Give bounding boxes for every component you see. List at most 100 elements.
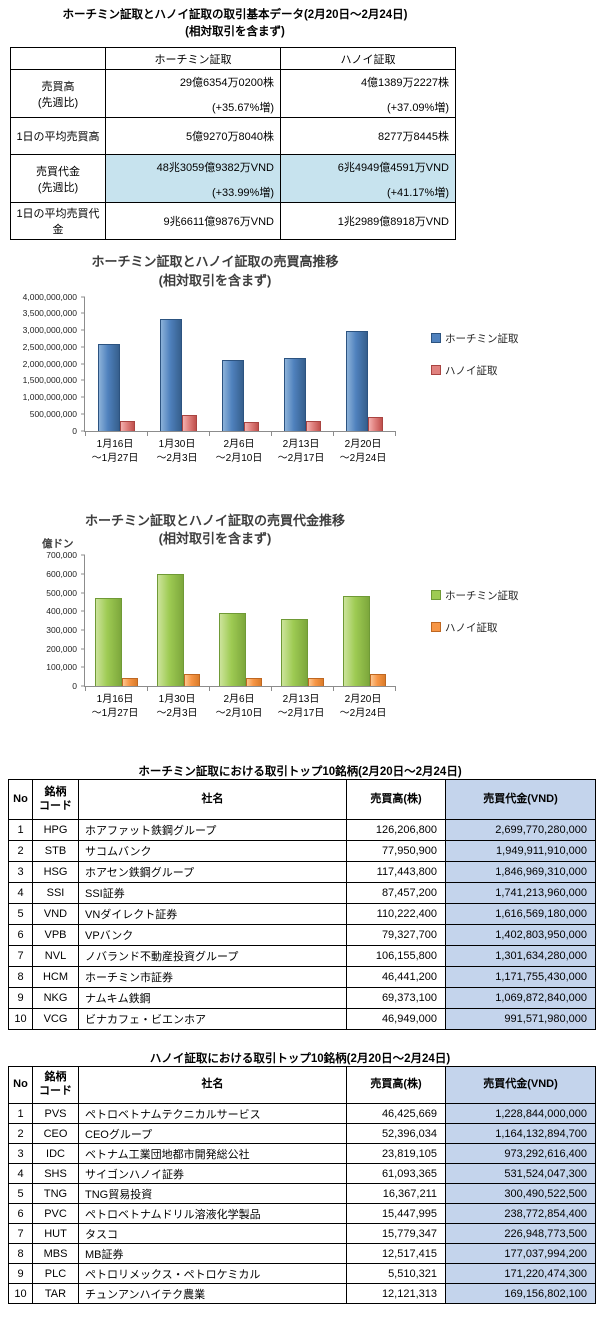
cell-no: 2 [8,1123,33,1145]
chart-subtitle: (相対取引を含まず) [158,530,272,546]
cell-volume: 12,121,313 [346,1283,446,1305]
bar-hcm [94,597,122,687]
plot-area: 0 100,000 200,000 300,000 400,000 500,000 600,… [46,550,396,692]
header-name: 社名 [78,1066,347,1105]
cell-no: 6 [8,1203,33,1225]
y-tick-mark [81,363,85,365]
cell-value: 1,402,803,950,000 [445,924,596,947]
header-code: 銘柄 コード [32,779,79,821]
y-tick-label: 400,000 [46,606,77,617]
cell-company-name: ホアセン鉄鋼グループ [78,861,347,884]
cell-volume: 15,779,347 [346,1223,446,1245]
cell-volume: 69,373,100 [346,987,446,1010]
legend-swatch-icon [431,622,441,633]
y-tick-label: 2,000,000,000 [22,358,77,369]
bar-hanoi [305,420,321,431]
cell-ticker-code: IDC [32,1143,79,1165]
y-tick-mark [81,685,85,687]
x-axis-labels: 1月16日 ～1月27日 1月30日 ～2月3日 2月6日 ～2月10日 2月13日 ～2月1… [84,438,394,466]
y-tick-label: 1,500,000,000 [22,375,77,386]
cell-ticker-code: STB [32,840,79,863]
header-volume: 売買高(株) [346,779,446,821]
cell-ticker-code: CEO [32,1123,79,1145]
cell-volume: 16,367,211 [346,1183,446,1205]
cell-volume: 61,093,365 [346,1163,446,1185]
table-row: 4 SSI SSI証券 87,457,200 1,741,213,960,000 [8,882,596,905]
summary-col-header-hanoi: ハノイ証取 [280,47,456,71]
summary-col-header-hcm: ホーチミン証取 [105,47,281,71]
y-tick-label: 3,500,000,000 [22,308,77,319]
legend-label: ホーチミン証取 [445,332,519,345]
hcm-avg-volume-cell: 5億9270万8040株 [105,117,281,156]
y-tick-mark [81,648,85,650]
y-tick-mark [81,573,85,575]
bar-hanoi [181,415,197,431]
bar-hanoi [367,416,383,431]
cell-company-name: ノバランド不動産投資グループ [78,945,347,968]
cell-company-name: ナムキム鉄鋼 [78,987,347,1010]
page-subtitle: (相対取引を含まず) [185,25,285,38]
legend-item: ハノイ証取 [431,363,519,378]
chart-title: ホーチミン証取とハノイ証取の売買代金推移 [84,512,345,528]
hanoi-avg-volume-cell: 8277万8445株 [280,117,456,156]
y-tick-mark [81,629,85,631]
cell-ticker-code: HPG [32,819,79,842]
cell-value: 1,741,213,960,000 [445,882,596,905]
hanoi-top10-table: No 銘柄 コード 社名 売買高(株) 売買代金(VND) 1 PVS ペトロベトナ… [8,1066,596,1305]
bar-hcm [156,574,184,687]
table-row: 3 IDC ベトナム工業団地都市開発総公社 23,819,105 973,292,616… [8,1143,596,1165]
cell-ticker-code: HUT [32,1223,79,1245]
y-tick-mark [81,396,85,398]
table-row: 9 PLC ペトロリメックス・ペトロケミカル 5,510,321 171,220,474… [8,1263,596,1285]
page-title: ホーチミン証取とハノイ証取の取引基本データ(2月20日～2月24日) [62,9,408,21]
cell-volume: 23,819,105 [346,1143,446,1165]
bar-hcm [283,357,306,431]
value-chart: ホーチミン証取とハノイ証取の売買代金推移 (相対取引を含まず) 億ドン 0 100… [0,512,600,721]
bar-hanoi [183,673,200,687]
x-category-label: 2月6日 ～2月10日 [215,438,263,464]
header-value: 売買代金(VND) [445,779,596,821]
bar-hanoi [119,420,135,431]
cell-company-name: ビナカフェ・ビエンホア [78,1008,347,1031]
x-tick-mark [209,686,210,692]
legend-label: ホーチミン証取 [445,589,519,602]
y-tick-mark [81,312,85,314]
x-tick-mark [333,686,334,692]
summary-header-row: ホーチミン証取 ハノイ証取 [10,47,456,71]
cell-ticker-code: PVS [32,1103,79,1125]
cell-ticker-code: NKG [32,987,79,1010]
report-title-block: ホーチミン証取とハノイ証取の取引基本データ(2月20日～2月24日) (相対取引… [0,0,470,40]
cell-no: 7 [8,945,33,968]
bar-group [209,297,271,431]
legend-swatch-icon [431,590,441,601]
y-tick-label: 500,000,000 [29,408,77,419]
y-tick-label: 200,000 [46,643,77,654]
cell-volume: 46,425,669 [346,1103,446,1125]
bar-hanoi [307,677,324,687]
bar-group [147,297,209,431]
table-row: 8 MBS MB証券 12,517,415 177,037,994,200 [8,1243,596,1265]
bar-group [85,297,147,431]
x-category-label: 1月16日 ～1月27日 [91,694,139,720]
table-row: 7 NVL ノバランド不動産投資グループ 106,155,800 1,301,634,2… [8,945,596,968]
hanoi-avg-value-cell: 1兆2989億8918万VND [280,202,456,241]
y-tick-label: 0 [72,681,77,692]
y-tick-label: 300,000 [46,624,77,635]
summary-table: ホーチミン証取 ハノイ証取 売買高 (先週比) 29億6354万0200株 (+… [10,47,456,241]
legend-swatch-icon [431,333,441,344]
cell-company-name: チュンアンハイテク農業 [78,1283,347,1305]
chart-legend: ホーチミン証取ハノイ証取 [431,331,519,378]
cell-company-name: TNG貿易投資 [78,1183,347,1205]
y-tick-label: 4,000,000,000 [22,291,77,302]
x-category-label: 1月30日 ～2月3日 [156,438,198,464]
x-category-label: 1月16日 ～1月27日 [91,438,139,464]
y-tick-mark [81,592,85,594]
cell-value: 1,616,569,180,000 [445,903,596,926]
cell-volume: 46,441,200 [346,966,446,989]
table-row: 4 SHS サイゴンハノイ証券 61,093,365 531,524,047,300 [8,1163,596,1185]
y-tick-mark [81,554,85,556]
cell-value: 171,220,474,300 [445,1263,596,1285]
cell-value: 973,292,616,400 [445,1143,596,1165]
plot-area: 0 500,000,000 1,000,000,000 1,500,000,000 2,… [23,292,396,436]
x-tick-mark [395,430,396,436]
